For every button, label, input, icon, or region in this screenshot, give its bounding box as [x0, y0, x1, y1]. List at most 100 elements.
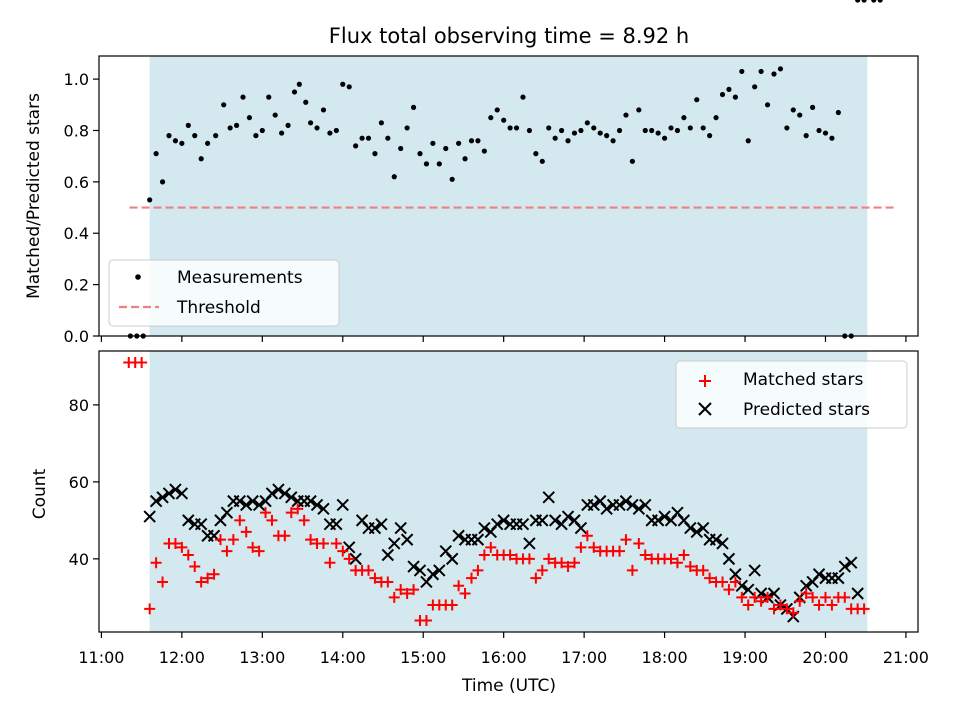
measurement-point: [147, 197, 153, 203]
predicted-star-point: [394, 521, 407, 535]
measurement-point: [752, 84, 758, 90]
measurement-point: [687, 125, 693, 131]
x-tick-label: 21:00: [883, 648, 929, 667]
measurement-point: [636, 107, 642, 113]
x-tick-label: 11:00: [78, 648, 124, 667]
predicted-star-point: [548, 514, 562, 527]
measurement-point: [436, 161, 442, 167]
predicted-star-point: [285, 491, 298, 504]
predicted-star-point: [845, 556, 858, 569]
matched-star-point: [530, 572, 542, 584]
measurement-point: [246, 115, 253, 121]
measurement-point: [488, 115, 494, 121]
measurement-point: [655, 130, 661, 136]
measurement-point: [719, 91, 726, 98]
matched-star-point: [324, 557, 336, 569]
predicted-star-point: [317, 502, 330, 516]
measurement-point: [320, 107, 327, 113]
measurement-point: [764, 102, 771, 108]
matched-star-point: [285, 507, 297, 519]
predicted-star-point: [729, 568, 742, 581]
measurement-point: [803, 133, 809, 139]
predicted-star-point: [143, 510, 156, 523]
measurement-point: [166, 133, 172, 139]
measurement-point: [829, 135, 835, 141]
predicted-star-point: [304, 494, 317, 508]
measurement-point: [835, 109, 841, 116]
matched-star-point: [420, 614, 432, 626]
measurement-point: [285, 122, 291, 128]
measurement-point: [365, 135, 372, 141]
matched-star-point: [575, 541, 587, 553]
matched-star-point: [671, 557, 683, 569]
matched-star-point: [742, 599, 754, 611]
predicted-star-point: [149, 494, 163, 508]
top-axes-frame: [98, 55, 919, 337]
matched-star-point: [478, 549, 490, 561]
matched-star-point: [684, 561, 696, 573]
predicted-star-point: [799, 579, 813, 593]
matched-star-point: [189, 561, 201, 573]
measurement-point: [713, 115, 719, 121]
y-tick-label: 0.8: [64, 121, 89, 140]
matched-star-point: [665, 553, 677, 565]
matched-star-point: [446, 599, 458, 611]
measurement-point: [526, 127, 533, 134]
matched-star-point: [839, 591, 851, 603]
predicted-star-point: [709, 533, 723, 546]
measurement-point: [475, 138, 481, 144]
x-tick-label: 17:00: [561, 648, 607, 667]
measurement-point: [233, 122, 240, 128]
predicted-star-point: [696, 521, 710, 535]
measurement-point: [610, 138, 616, 144]
measurement-points: [127, 0, 883, 339]
matched-star-point: [247, 541, 259, 553]
matched-star-point: [717, 576, 729, 588]
matched-star-point: [568, 557, 580, 569]
predicted-star-point: [407, 560, 420, 573]
predicted-star-point: [272, 483, 285, 496]
matched-star-point: [504, 549, 516, 561]
matched-star-point: [266, 514, 278, 526]
matched-star-point: [781, 603, 793, 615]
measurement-point: [253, 133, 259, 139]
predicted-star-point: [175, 487, 189, 500]
measurement-point: [661, 135, 668, 141]
legend-measurements-label: Measurements: [177, 268, 303, 288]
y-tick-label: 1.0: [64, 70, 89, 89]
y-tick-label: 0.6: [64, 173, 89, 192]
predicted-star-point: [561, 510, 575, 523]
matched-star-point: [343, 553, 355, 565]
measurement-point: [279, 130, 285, 136]
legend-matched-label: Matched stars: [743, 370, 863, 390]
measurement-point: [359, 135, 365, 141]
matched-star-point: [202, 572, 214, 584]
predicted-star-point: [381, 548, 395, 562]
count-points: [123, 357, 870, 626]
bottom-legend-box: [675, 360, 908, 429]
x-tick-label: 20:00: [802, 648, 848, 667]
predicted-star-point: [497, 514, 510, 527]
predicted-star-point: [613, 498, 626, 512]
measurement-point: [501, 117, 507, 123]
measurement-point: [578, 127, 584, 134]
measurement-point: [877, 0, 883, 3]
matched-star-point: [485, 541, 497, 553]
measurement-point: [213, 133, 219, 139]
measurement-point: [385, 135, 391, 141]
measurement-point: [732, 94, 738, 100]
predicted-star-point: [156, 491, 169, 504]
measurement-point: [694, 97, 700, 103]
top-y-axis-label: Matched/Predicted stars: [24, 93, 44, 299]
predicted-star-point: [368, 521, 382, 535]
predicted-star-point: [162, 487, 176, 500]
matched-star-point: [298, 514, 310, 526]
measurement-point: [404, 125, 410, 131]
measurement-point: [681, 115, 687, 121]
legend-predicted-marker: [698, 402, 712, 416]
matched-star-point: [465, 572, 477, 584]
measurement-point: [565, 138, 571, 144]
matched-star-point: [819, 591, 831, 603]
x-tick-label: 15:00: [400, 648, 446, 667]
measurement-point: [642, 127, 648, 134]
